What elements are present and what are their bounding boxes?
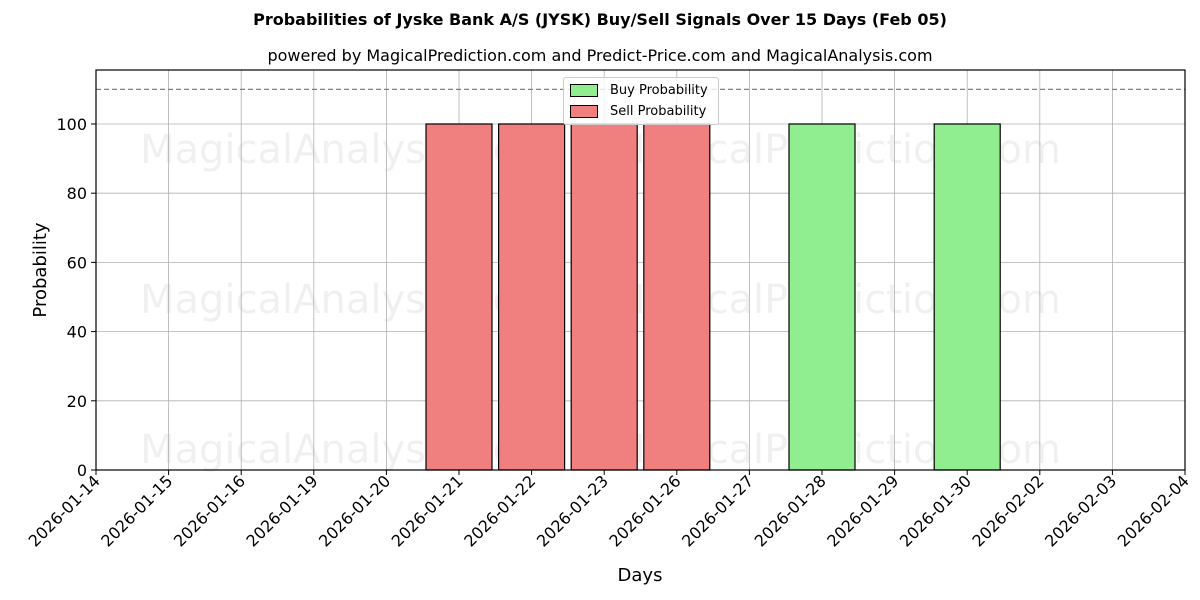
- x-tick-label: 2026-02-04: [1114, 471, 1193, 550]
- y-tick-label: 100: [56, 115, 87, 134]
- bar-sell-probability: [425, 123, 493, 471]
- x-axis-label: Days: [618, 565, 663, 586]
- x-tick-label: 2026-02-02: [968, 471, 1047, 550]
- y-tick-label: 0: [77, 461, 87, 480]
- plot-frame: [95, 69, 1186, 471]
- x-tick-label: 2026-01-21: [388, 471, 467, 550]
- y-tick-label: 20: [67, 392, 87, 411]
- watermark: MagicalAnalysis.com: [140, 427, 556, 473]
- x-tick-label: 2026-01-19: [242, 471, 321, 550]
- x-tick-label: 2026-01-29: [823, 471, 902, 550]
- y-tick-label: 80: [67, 184, 87, 203]
- x-tick-label: 2026-01-26: [605, 471, 684, 550]
- legend-label-sell: Sell Probability: [610, 103, 707, 119]
- legend-label-buy: Buy Probability: [610, 82, 708, 98]
- x-tick-label: 2026-01-27: [678, 471, 757, 550]
- bar-sell-probability: [643, 123, 711, 471]
- x-tick-label: 2026-01-23: [533, 471, 612, 550]
- buy-swatch: [570, 83, 598, 97]
- x-tick-label: 2026-02-03: [1041, 471, 1120, 550]
- bar-sell-probability: [498, 123, 566, 471]
- bar-buy-probability: [788, 123, 856, 471]
- bar-buy-probability: [933, 123, 1001, 471]
- legend-item-sell: Sell Probability: [570, 103, 706, 119]
- x-tick-label: 2026-01-30: [896, 471, 975, 550]
- x-tick-label: 2026-01-22: [460, 471, 539, 550]
- watermark: MagicalAnalysis.com: [140, 127, 556, 173]
- x-tick-label: 2026-01-28: [751, 471, 830, 550]
- y-axis-label: Probability: [30, 222, 51, 317]
- sell-swatch: [570, 104, 598, 118]
- legend: Buy Probability Sell Probability: [563, 77, 719, 125]
- chart-title: Probabilities of Jyske Bank A/S (JYSK) B…: [253, 10, 947, 29]
- x-tick-label: 2026-01-16: [170, 471, 249, 550]
- x-tick-label: 2026-01-14: [25, 471, 104, 550]
- x-tick-label: 2026-01-20: [315, 471, 394, 550]
- chart-subtitle: powered by MagicalPrediction.com and Pre…: [267, 46, 933, 65]
- y-tick-label: 40: [67, 323, 87, 342]
- y-tick-label: 60: [67, 253, 87, 272]
- watermark: MagicalAnalysis.com: [140, 277, 556, 323]
- bar-sell-probability: [570, 123, 638, 471]
- legend-item-buy: Buy Probability: [570, 82, 708, 98]
- x-tick-label: 2026-01-15: [97, 471, 176, 550]
